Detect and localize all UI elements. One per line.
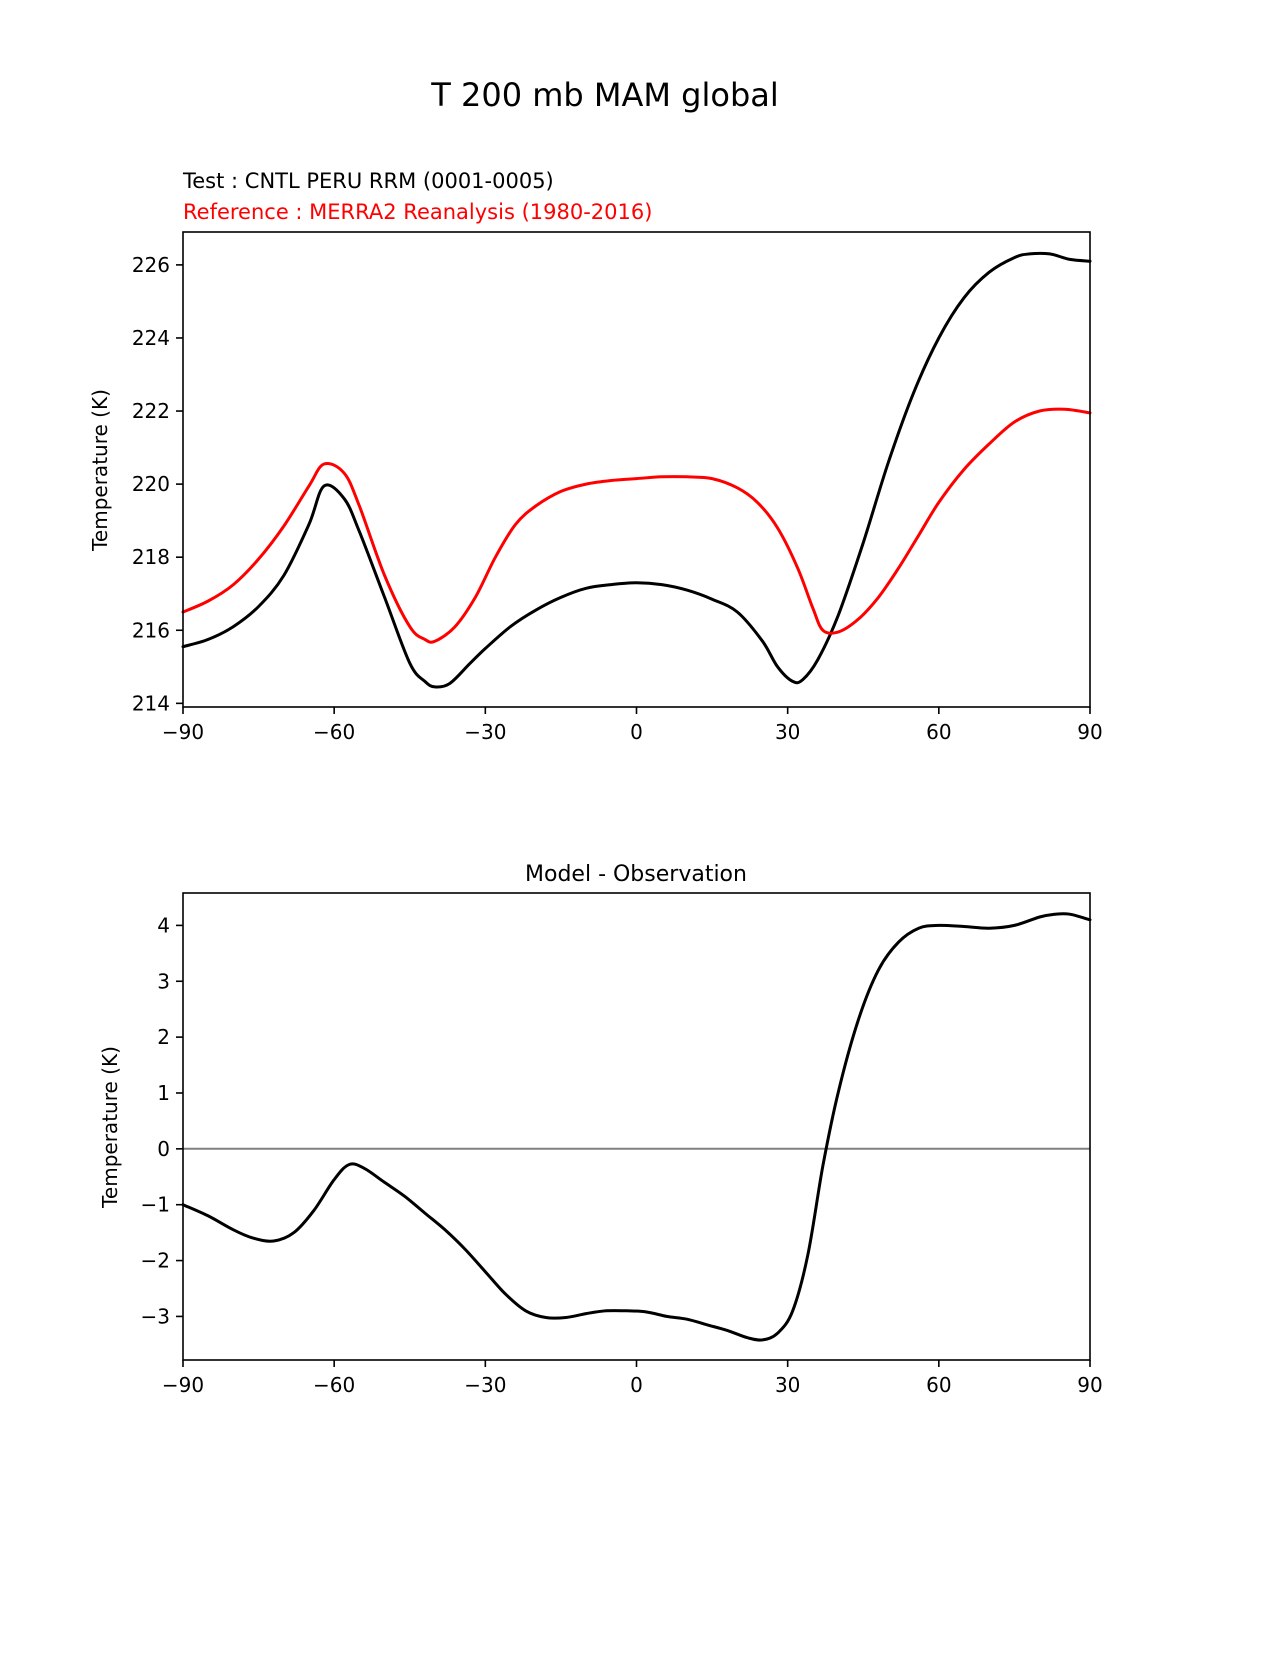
x-tick-label: 60 (926, 720, 951, 744)
difference-plot-ylabel: Temperature (K) (98, 1046, 122, 1209)
legend-reference-label: Reference : MERRA2 Reanalysis (1980-2016… (183, 200, 652, 224)
x-tick-label: −30 (464, 1373, 506, 1397)
series-line-0 (181, 251, 1092, 689)
x-tick-label: 60 (926, 1373, 951, 1397)
difference-plot: −90 −60 −30 0 30 60 90 −3 −2 −1 0 1 2 3 4 (141, 892, 1103, 1397)
axes-frame (182, 892, 1091, 1361)
y-tick-label: 220 (132, 472, 170, 496)
series-line-1 (181, 407, 1092, 644)
y-tick-label: −2 (141, 1249, 170, 1273)
y-tick-label: −1 (141, 1193, 170, 1217)
x-tick-label: 0 (630, 1373, 643, 1397)
y-tick-label: 0 (157, 1137, 170, 1161)
x-tick-label: 30 (775, 720, 800, 744)
x-tick-label: −60 (313, 720, 355, 744)
top-plot-ylabel: Temperature (K) (88, 389, 112, 552)
top-plot: −90 −60 −30 0 30 60 90 214 216 218 220 222 224 226 (132, 231, 1103, 744)
x-tick-label: −60 (313, 1373, 355, 1397)
y-tick-label: 218 (132, 545, 170, 569)
legend-test-label: Test : CNTL PERU RRM (0001-0005) (182, 169, 554, 193)
x-tick-label: −90 (162, 1373, 204, 1397)
series-line-0 (181, 912, 1092, 1342)
x-tick-label: 90 (1077, 1373, 1102, 1397)
x-tick-label: 30 (775, 1373, 800, 1397)
y-tick-label: 3 (157, 969, 170, 993)
x-tick-label: 0 (630, 720, 643, 744)
y-tick-label: 226 (132, 253, 170, 277)
figure-title: T 200 mb MAM global (430, 76, 779, 114)
x-tick-label: 90 (1077, 720, 1102, 744)
y-tick-label: −3 (141, 1304, 170, 1328)
y-tick-label: 222 (132, 399, 170, 423)
difference-plot-title: Model - Observation (525, 862, 747, 887)
y-tick-label: 216 (132, 618, 170, 642)
y-tick-label: 214 (132, 691, 170, 715)
y-tick-label: 4 (157, 913, 170, 937)
x-tick-label: −30 (464, 720, 506, 744)
y-tick-label: 1 (157, 1081, 170, 1105)
x-tick-label: −90 (162, 720, 204, 744)
y-tick-label: 224 (132, 326, 170, 350)
y-tick-label: 2 (157, 1025, 170, 1049)
